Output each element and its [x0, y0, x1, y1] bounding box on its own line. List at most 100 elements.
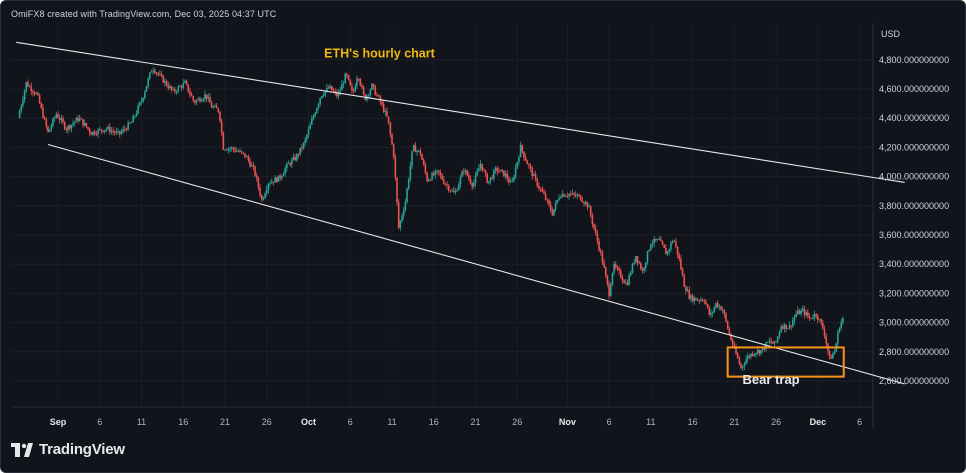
candle-body [765, 342, 767, 350]
candle-body [793, 317, 796, 321]
tradingview-logo[interactable]: TradingView [11, 441, 125, 458]
x-tick-label: 6 [857, 417, 862, 427]
candle-body [354, 86, 357, 92]
candle-body [279, 175, 281, 179]
candle-body [554, 202, 557, 209]
candle-body [641, 268, 644, 271]
candle-body [284, 168, 286, 174]
candle-body [786, 328, 789, 329]
candle-body [302, 142, 305, 149]
candle-body [149, 72, 151, 79]
candle-body [60, 118, 63, 121]
candle-body [459, 176, 462, 185]
candle-body [494, 168, 497, 171]
candle-body [549, 204, 552, 211]
candle-body [108, 126, 111, 133]
candle-body [680, 258, 682, 269]
candle-body [599, 250, 602, 253]
candle-body [489, 177, 492, 182]
candle-body [683, 275, 686, 287]
candle-body [155, 72, 158, 74]
candle-body [359, 79, 362, 86]
x-tick-label: Nov [559, 417, 576, 427]
candle-body [474, 175, 477, 184]
candle-body [688, 290, 691, 299]
candle-body [399, 220, 402, 228]
candle-body [648, 249, 650, 252]
candle-body [838, 328, 841, 333]
candle-body [564, 195, 567, 197]
candle-body [574, 194, 577, 197]
candle-body [80, 118, 83, 120]
candle-body [411, 150, 413, 166]
x-tick-label: Oct [301, 417, 316, 427]
candle-body [247, 156, 250, 161]
candle-body [750, 353, 752, 358]
candle-body [301, 147, 303, 149]
candle-body [797, 310, 799, 314]
candle-body [755, 353, 757, 354]
trendline-lower [47, 143, 905, 385]
candle-body [184, 81, 186, 83]
candle-body [199, 98, 201, 102]
candle-body [88, 128, 91, 133]
candle-body [730, 333, 732, 341]
candle-body [691, 295, 694, 302]
candle-body [813, 313, 816, 318]
candle-body [250, 165, 253, 167]
candle-body [653, 238, 655, 244]
candle-body [463, 171, 465, 173]
candle-body [658, 239, 660, 241]
candle-body [93, 131, 96, 135]
y-tick-label: 3,600.000000000 [879, 230, 949, 240]
candle-body [377, 95, 380, 97]
candle-body [825, 336, 827, 344]
candle-body [309, 124, 311, 130]
candle-body [503, 170, 505, 177]
candle-body [553, 208, 555, 216]
candle-body [501, 169, 504, 171]
candle-body [374, 86, 377, 95]
candle-body [30, 86, 33, 92]
candle-body [195, 100, 198, 103]
candle-body [222, 132, 225, 150]
candle-body [646, 251, 649, 263]
candle-body [189, 91, 191, 95]
candle-body [272, 181, 275, 183]
candle-body [200, 100, 203, 102]
candle-body [593, 223, 595, 229]
candle-body [745, 359, 747, 365]
candle-body [245, 156, 248, 158]
candle-body [50, 125, 53, 130]
candle-body [207, 96, 210, 99]
candle-body [125, 129, 128, 130]
candle-body [314, 113, 316, 117]
candle-body [534, 174, 537, 179]
candle-body [130, 122, 133, 124]
candle-body [331, 86, 333, 91]
candle-body [753, 353, 756, 356]
candles [18, 67, 844, 372]
y-axis-ticks: 4,800.000000000 4,600.000000000 4,400.0000… [879, 55, 949, 386]
candle-body [716, 302, 719, 308]
y-tick-label: 2,600.000000000 [879, 376, 949, 386]
candle-body [25, 82, 28, 91]
candle-body [623, 280, 625, 284]
candle-body [726, 321, 729, 329]
candle-body [274, 177, 276, 183]
candle-body [267, 183, 270, 190]
candle-body [144, 91, 146, 98]
candle-body [45, 118, 48, 127]
candle-body [830, 356, 833, 359]
candle-body [192, 96, 195, 101]
candle-body [311, 119, 313, 125]
candle-body [523, 151, 525, 158]
bear-trap-label: Bear trap [743, 372, 800, 387]
candle-body [705, 301, 707, 305]
candle-body [277, 175, 280, 182]
candle-body [671, 241, 674, 243]
candle-body [185, 81, 188, 85]
candle-body [434, 171, 437, 176]
candle-body [70, 124, 73, 129]
